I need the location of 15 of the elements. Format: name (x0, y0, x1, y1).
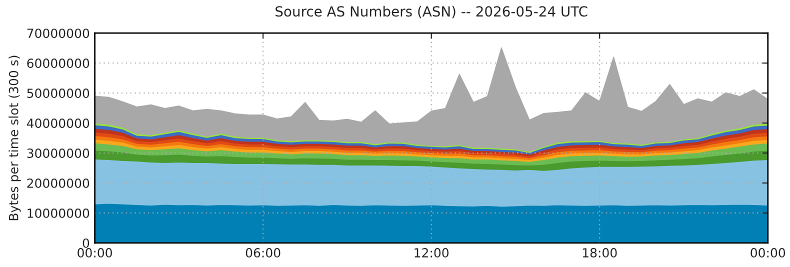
y-axis-title: Bytes per time slot (300 s) (8, 56, 21, 220)
y-tick-label: 70000000 (27, 28, 90, 38)
x-tick-label: 18:00 (582, 248, 617, 258)
chart-title: Source AS Numbers (ASN) -- 2026-05-24 UTC (276, 6, 588, 18)
y-tick-label: 60000000 (27, 58, 90, 68)
y-tick-label: 30000000 (27, 148, 90, 158)
x-tick-label: 12:00 (414, 248, 449, 258)
x-tick-label: 00:00 (750, 248, 786, 258)
y-tick-label: 40000000 (26, 118, 90, 128)
x-tick-label: 06:00 (246, 248, 280, 258)
y-tick-label: 0 (82, 238, 90, 248)
y-tick-label: 10000000 (28, 208, 90, 218)
y-tick-label: 50000000 (27, 88, 90, 98)
x-tick-label: 00:00 (78, 248, 112, 258)
y-tick-label: 20000000 (27, 178, 90, 188)
